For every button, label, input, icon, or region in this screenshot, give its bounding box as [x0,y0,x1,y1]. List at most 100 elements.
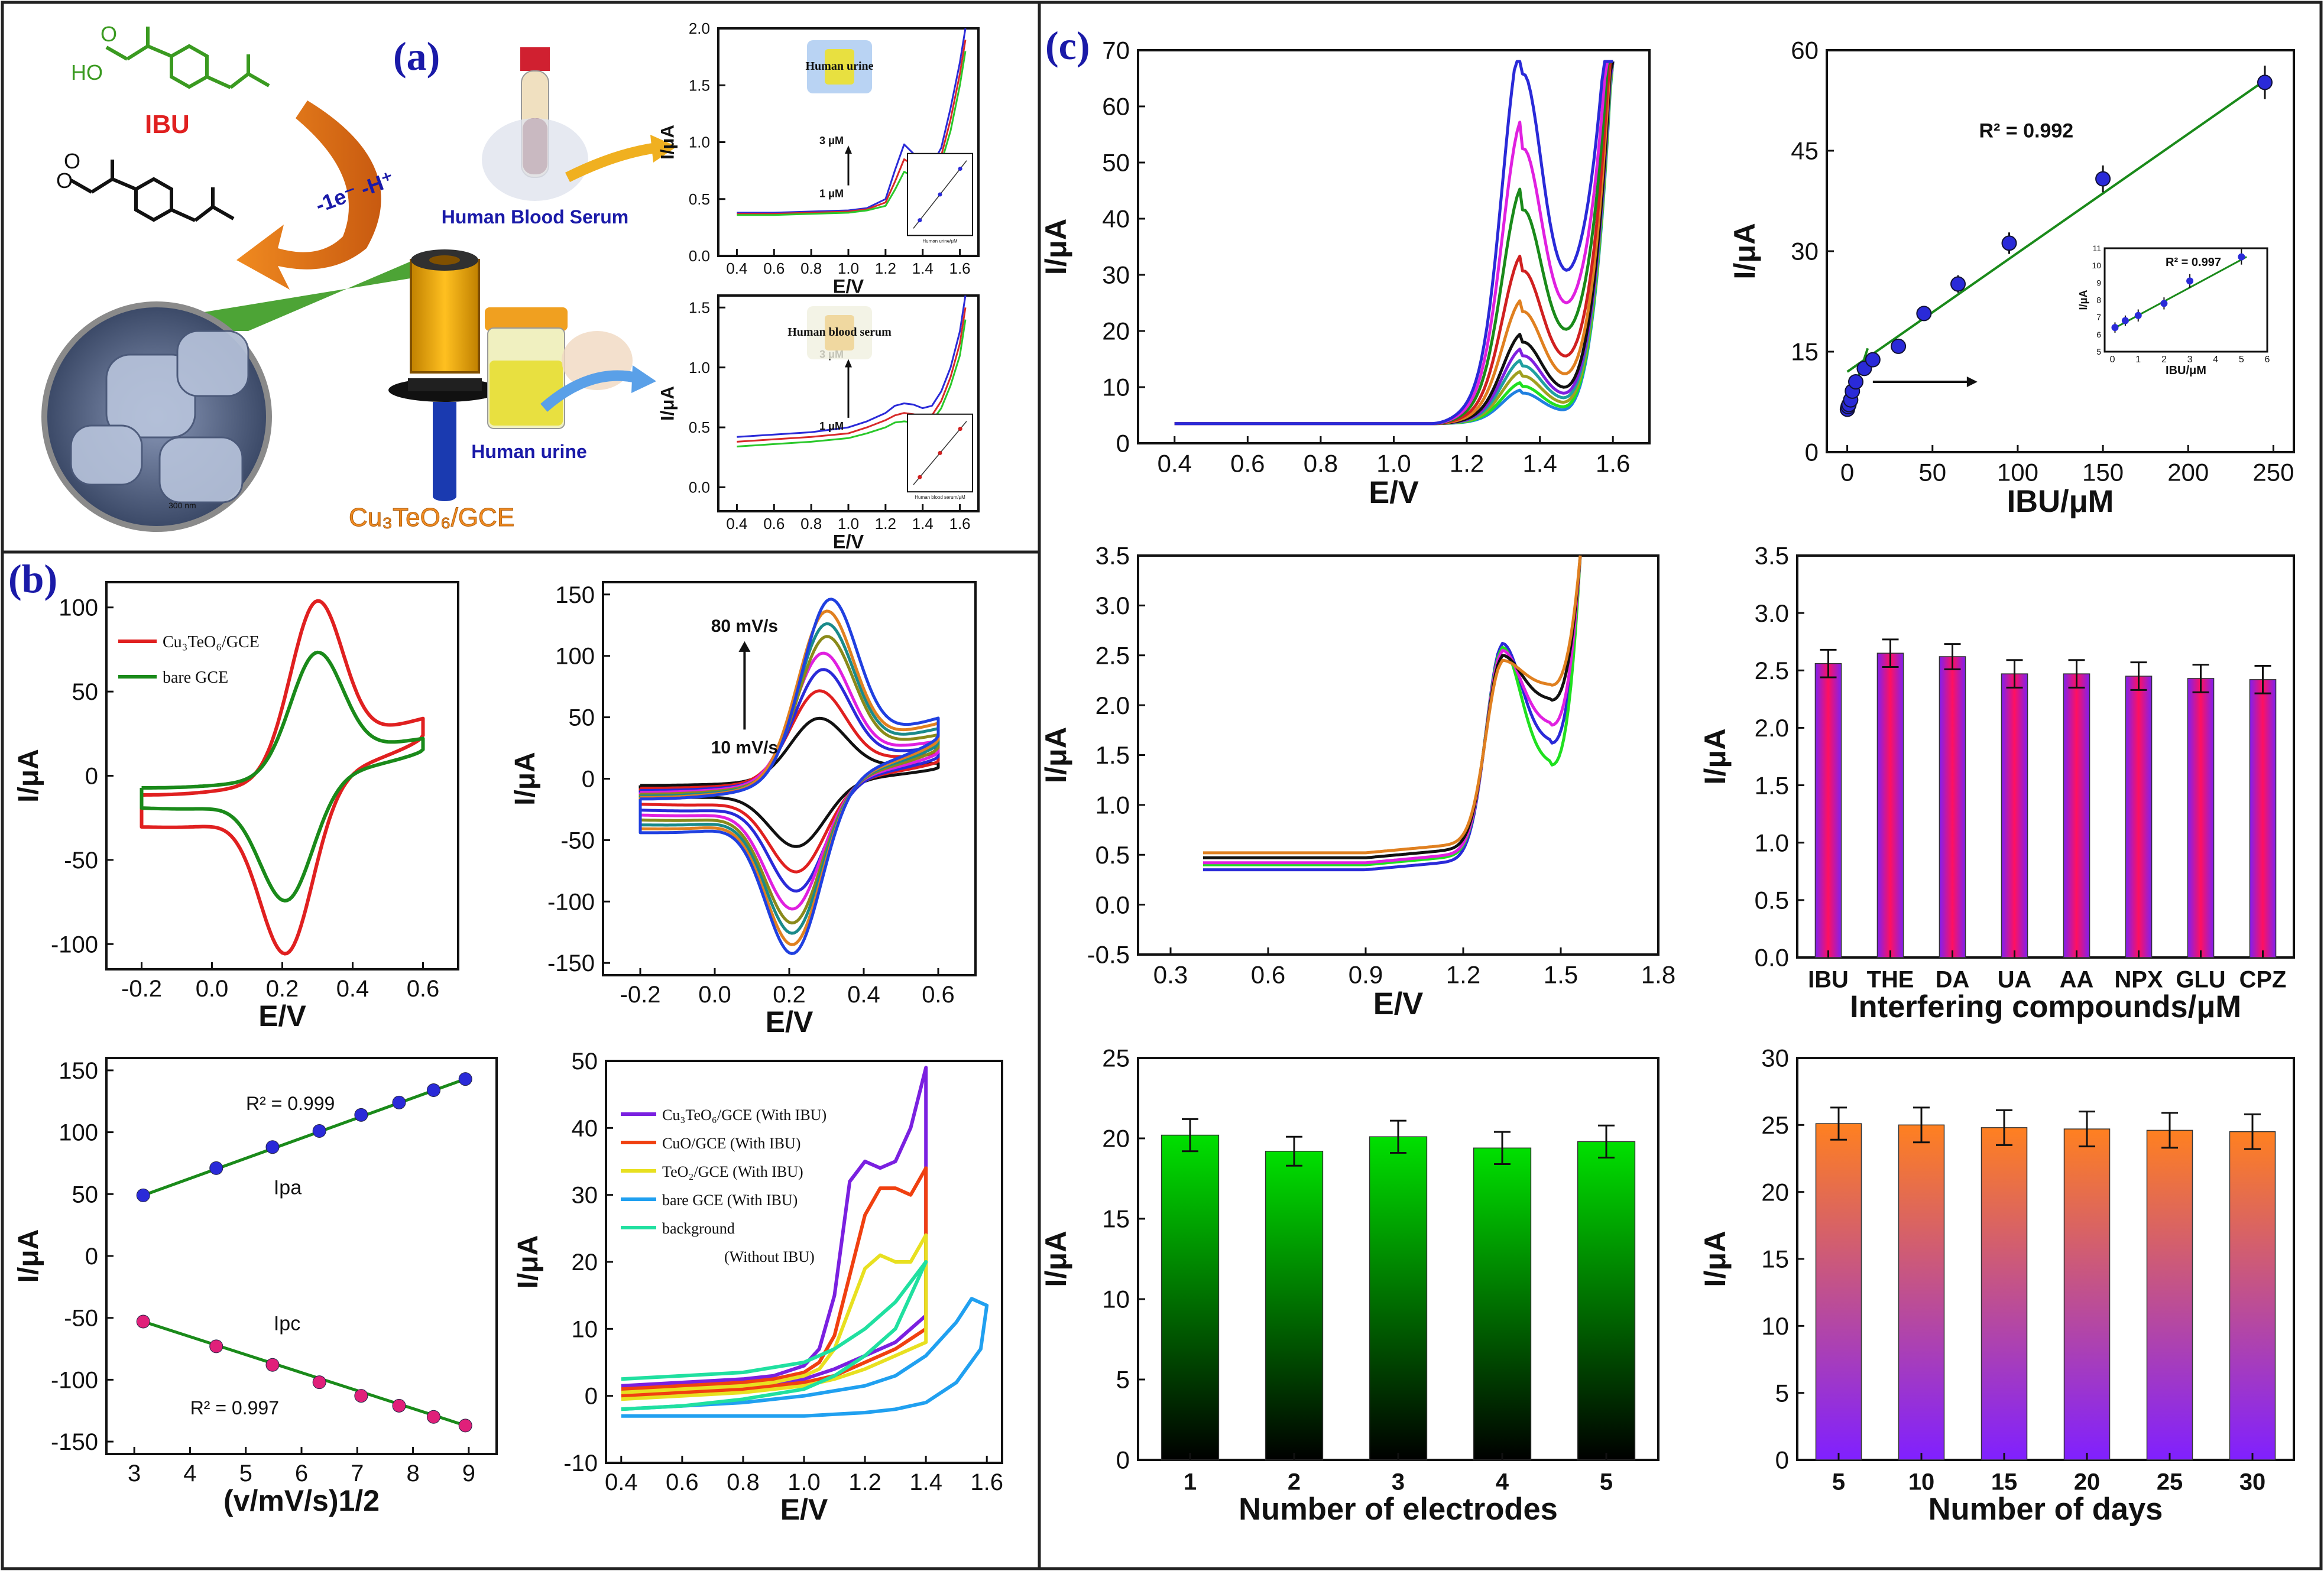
bar-5 [1577,1141,1636,1460]
inset-y-tick: 7 [2096,313,2101,322]
calibration-point [2257,74,2273,90]
product-molecule [70,160,235,222]
y-tick-label: -150 [547,950,595,976]
chart-cv-modified-electrodes: 0.4 0.6 0.8 1.0 1.2 1.4 1.6 -10 0 10 20 30 40 50 E/V I/… [513,1049,1003,1526]
plot-frame [1796,554,2295,959]
y-tick-label: 10 [1102,374,1130,401]
x-tick-label: 1.4 [912,259,934,277]
x-tick-label: 0.6 [666,1469,699,1495]
x-tick-label: 30 [2239,1469,2265,1495]
annotation-low: 1 μM [819,188,844,200]
y-tick-label: -100 [51,931,98,957]
y-tick-label: 0.5 [1755,887,1789,914]
blood-tube [482,47,588,201]
x-tick-label: 0.3 [1153,960,1188,988]
bar-THE [1876,653,1904,958]
y-axis-label: I/μA [1039,727,1072,783]
calibration-point [2095,171,2111,187]
series-a1-2 [737,51,967,216]
point-Ipc [265,1358,280,1372]
bar-30 [2229,1131,2276,1460]
y-tick-label: 3.5 [1755,542,1789,570]
y-tick-label: 50 [72,1182,99,1208]
inset-point [958,167,962,171]
y-tick-label: 15 [1791,338,1819,366]
x-tick-label: -0.2 [121,976,162,1002]
y-tick-label: 2.0 [1755,714,1789,742]
sem-crystals [70,330,249,504]
chart-cv-scan-rates: -0.2 0.0 0.2 0.4 0.6 -150 -100 -50 0 50 100 150 E/V I… [510,581,977,1038]
cv-rate-1 [638,689,940,874]
x-tick-label: 1.6 [949,259,970,277]
x-axis-label: E/V [833,275,864,297]
point-Ipc [136,1314,150,1329]
y-tick-label: 0.0 [689,479,710,496]
y-tick-label: 50 [72,679,99,705]
y-axis-label: I/μA [13,1229,44,1283]
bar-UA [2001,673,2028,958]
x-tick-label: 200 [2167,458,2209,486]
x-tick-label: AA [2060,966,2094,992]
fit-line-high [1846,79,2266,373]
inset-x-label: Human blood serum/μM [915,495,965,500]
blood-arrow [565,142,657,183]
chart-interference: 0.0 0.5 1.0 1.5 2.0 2.5 3.0 3.5 Interfering comp… [1698,542,2295,1024]
x-tick-label: 0.8 [800,259,822,277]
inset-photo-object [825,315,854,350]
x-tick-label: 0.6 [1251,960,1285,988]
x-axis-label: IBU/μM [2007,484,2114,519]
bar-20 [2063,1128,2111,1460]
y-tick-label: 30 [1761,1044,1789,1072]
x-tick-label: 1.2 [1450,449,1484,477]
x-tick-label: 0.2 [266,976,299,1002]
y-tick-label: 1.5 [689,298,710,316]
r2-label: R² = 0.992 [1979,119,2073,142]
urine-arrow [540,370,640,412]
y-tick-label: -50 [560,827,595,853]
x-tick-label: 0.2 [773,982,806,1008]
bar-4 [1473,1147,1532,1460]
point-Ipa [209,1161,223,1175]
sample1-label: Human Blood Serum [442,206,628,228]
x-tick-label: -0.2 [620,982,661,1008]
y-tick-label: 150 [555,582,595,608]
y-tick-label: -10 [563,1450,598,1476]
cv-rate-4 [638,635,940,925]
x-tick-label: 0.4 [605,1469,638,1495]
x-tick-label: 1.0 [838,259,859,277]
ibu-ho-label: HO [71,60,103,85]
panel-label-b: (b) [8,556,57,601]
point-Ipc [392,1398,406,1413]
ipa-label: Ipa [274,1176,302,1199]
cv-electrode-4 [621,1260,928,1411]
bar-25 [2146,1129,2193,1460]
x-tick-label: 0.0 [698,982,731,1008]
y-axis-label: I/μA [510,752,541,806]
x-tick-label: 0.6 [763,515,785,533]
dpv-s5 [1174,60,1613,426]
dpv-s11 [1174,61,1615,426]
y-tick-label: 60 [1791,37,1819,64]
y-axis-label: I/μA [657,125,678,160]
point-Ipa [426,1083,440,1097]
x-tick-label: 0 [1840,458,1854,486]
y-tick-label: -100 [547,889,595,915]
x-tick-label: NPX [2114,966,2163,992]
x-tick-label: 0.4 [726,515,747,533]
bar-CPZ [2249,679,2277,958]
x-tick-label: 1.6 [1596,449,1630,477]
y-tick-label: 1.0 [1095,791,1130,819]
inset-x-tick: 6 [2265,355,2270,365]
y-tick-label: 150 [59,1058,98,1084]
x-tick-label: CPZ [2239,966,2287,992]
y-tick-label: 20 [1102,1125,1130,1153]
x-tick-label: 5 [239,1460,252,1486]
inset-photo-label: Human blood serum [787,326,892,339]
inset-point [2238,253,2245,261]
dpv-s7 [1174,61,1615,426]
point-Ipa [354,1108,368,1122]
y-tick-label: 30 [1791,238,1819,265]
inset-x-tick: 5 [2239,355,2244,365]
inset-x-label: Human urine/μM [922,238,958,244]
